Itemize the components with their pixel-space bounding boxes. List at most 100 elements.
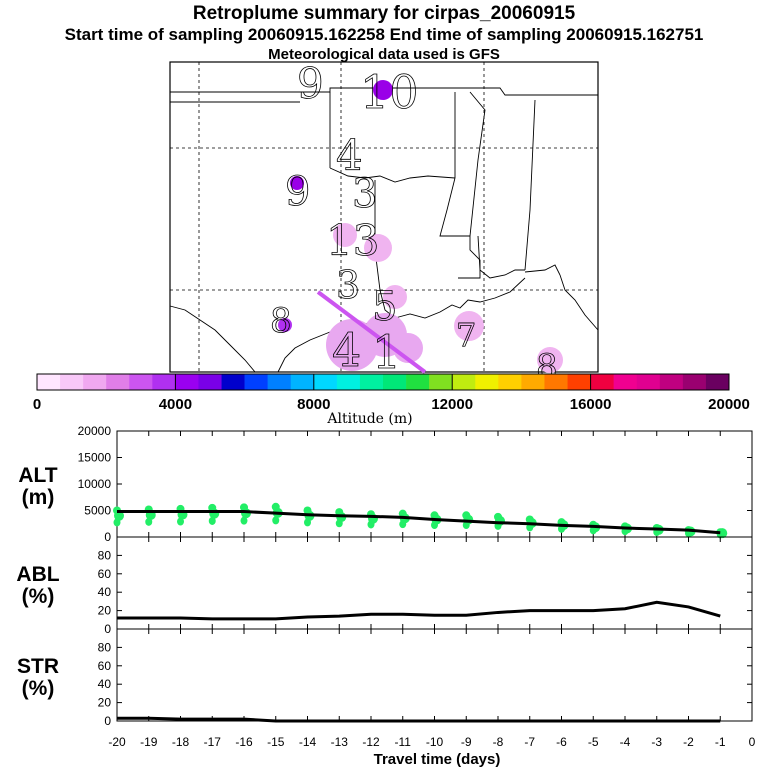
colorbar-swatch (106, 374, 130, 390)
plume-label: 8 (270, 301, 292, 341)
colorbar-swatch (498, 374, 522, 390)
map-panel: 9 10 4 9 3 13 3 8 5 4 7 8 1 (169, 59, 599, 387)
altitude-cluster-point (114, 510, 124, 521)
colorbar-swatch (406, 374, 430, 390)
colorbar-tick-label: 8000 (297, 396, 330, 413)
x-tick-label: -1 (715, 735, 726, 749)
colorbar-swatch (682, 374, 707, 390)
plume-marker (278, 318, 292, 332)
colorbar-swatch (336, 374, 361, 390)
y-tick-label: 0 (104, 622, 111, 636)
plume-label: 5 (372, 284, 397, 330)
chart-title: Retroplume summary for cirpas_20060915 (192, 3, 576, 24)
altitude-cluster-point (272, 516, 280, 525)
colorbar-swatch (37, 374, 61, 390)
altitude-cluster-point (495, 515, 505, 526)
x-tick-label: -12 (362, 735, 380, 749)
colorbar-swatch (152, 374, 176, 390)
colorbar-swatch (544, 374, 568, 390)
colorbar-tick-label: 12000 (431, 396, 473, 413)
y-tick-label: 0 (104, 530, 111, 544)
x-tick-label: -17 (204, 735, 222, 749)
map-grid (170, 62, 598, 372)
panel-label: ALT (18, 464, 57, 487)
x-tick-label: 0 (749, 735, 756, 749)
x-tick-label: -15 (267, 735, 285, 749)
x-tick-label: -9 (461, 735, 472, 749)
y-tick-label: 0 (104, 714, 111, 728)
abl-fraction-line (117, 600, 721, 621)
x-tick-label: -14 (299, 735, 317, 749)
colorbar-swatch (83, 374, 107, 390)
colorbar-swatch (359, 374, 384, 390)
plume-label: 3 (336, 263, 360, 307)
y-tick-label: 80 (98, 640, 112, 654)
colorbar-swatch (429, 374, 453, 390)
panel-label: STR (17, 655, 59, 678)
met-data-note: Meteorological data used is GFS (268, 46, 500, 63)
panel-unit-label: (m) (22, 486, 55, 509)
colorbar-tick-label: 4000 (159, 396, 192, 413)
colorbar-swatch (452, 374, 476, 390)
x-tick-label: -16 (235, 735, 253, 749)
plume-label: 1 (372, 325, 401, 379)
plume-marker (383, 285, 407, 309)
panel-unit-label: (%) (22, 677, 55, 700)
colorbar-swatch (244, 374, 268, 390)
colorbar-title: Altitude (m) (326, 411, 412, 427)
plume-marker (364, 234, 392, 262)
x-tick-label: -18 (172, 735, 190, 749)
colorbar-swatch (290, 374, 315, 390)
mean-altitude-line (117, 510, 721, 535)
altitude-cluster-point (177, 517, 184, 526)
colorbar-swatch (129, 374, 153, 390)
x-tick-label: -5 (588, 735, 599, 749)
colorbar-tick-label: 16000 (570, 396, 612, 413)
panel-label: ABL (16, 563, 59, 586)
colorbar-swatch (567, 374, 591, 390)
colorbar-tick-label: 20000 (708, 396, 750, 413)
panel-unit-label: (%) (22, 585, 55, 608)
colorbar-swatch (521, 374, 545, 390)
x-tick-label: -8 (493, 735, 504, 749)
plume-label: 9 (285, 169, 310, 215)
altitude-cluster-point (208, 516, 216, 525)
altitude-colorbar: 0 4000 8000 12000 16000 20000 Altitude (m) (33, 373, 750, 427)
x-tick-label: -11 (395, 735, 412, 749)
y-tick-label: 60 (98, 567, 112, 581)
y-tick-label: 15000 (78, 451, 112, 465)
colorbar-frame (36, 373, 730, 391)
x-tick-label: -20 (108, 735, 126, 749)
plume-label: 9 (297, 59, 324, 108)
y-tick-label: 20 (98, 604, 112, 618)
colorbar-swatch (198, 374, 222, 390)
colorbar-swatch (175, 374, 199, 390)
y-tick-label: 20 (98, 696, 112, 710)
plume-label: 4 (332, 323, 361, 377)
sampling-times: Start time of sampling 20060915.162258 E… (64, 25, 704, 44)
y-tick-label: 20000 (78, 424, 112, 438)
x-axis-title: Travel time (days) (374, 751, 501, 768)
y-tick-label: 40 (98, 677, 112, 691)
plume-markers (278, 80, 563, 374)
plume-marker (454, 311, 484, 341)
colorbar-swatch (313, 374, 338, 390)
x-tick-label: -10 (426, 735, 444, 749)
y-tick-label: 10000 (78, 477, 112, 491)
y-tick-label: 5000 (84, 504, 111, 518)
x-tick-label: -6 (556, 735, 567, 749)
plume-marker (290, 176, 304, 190)
plume-label: 10 (360, 65, 419, 119)
y-tick-label: 60 (98, 659, 112, 673)
x-tick-label: -19 (140, 735, 158, 749)
x-tick-label: -7 (524, 735, 535, 749)
colorbar-swatch (267, 374, 292, 390)
plume-label: 4 (336, 131, 363, 180)
plume-label: 3 (352, 171, 377, 217)
colorbar-swatch (636, 374, 661, 390)
colorbar-swatch (383, 374, 407, 390)
colorbar-swatch (659, 374, 684, 390)
x-tick-label: -2 (683, 735, 694, 749)
colorbar-tick-label: 0 (33, 396, 41, 413)
